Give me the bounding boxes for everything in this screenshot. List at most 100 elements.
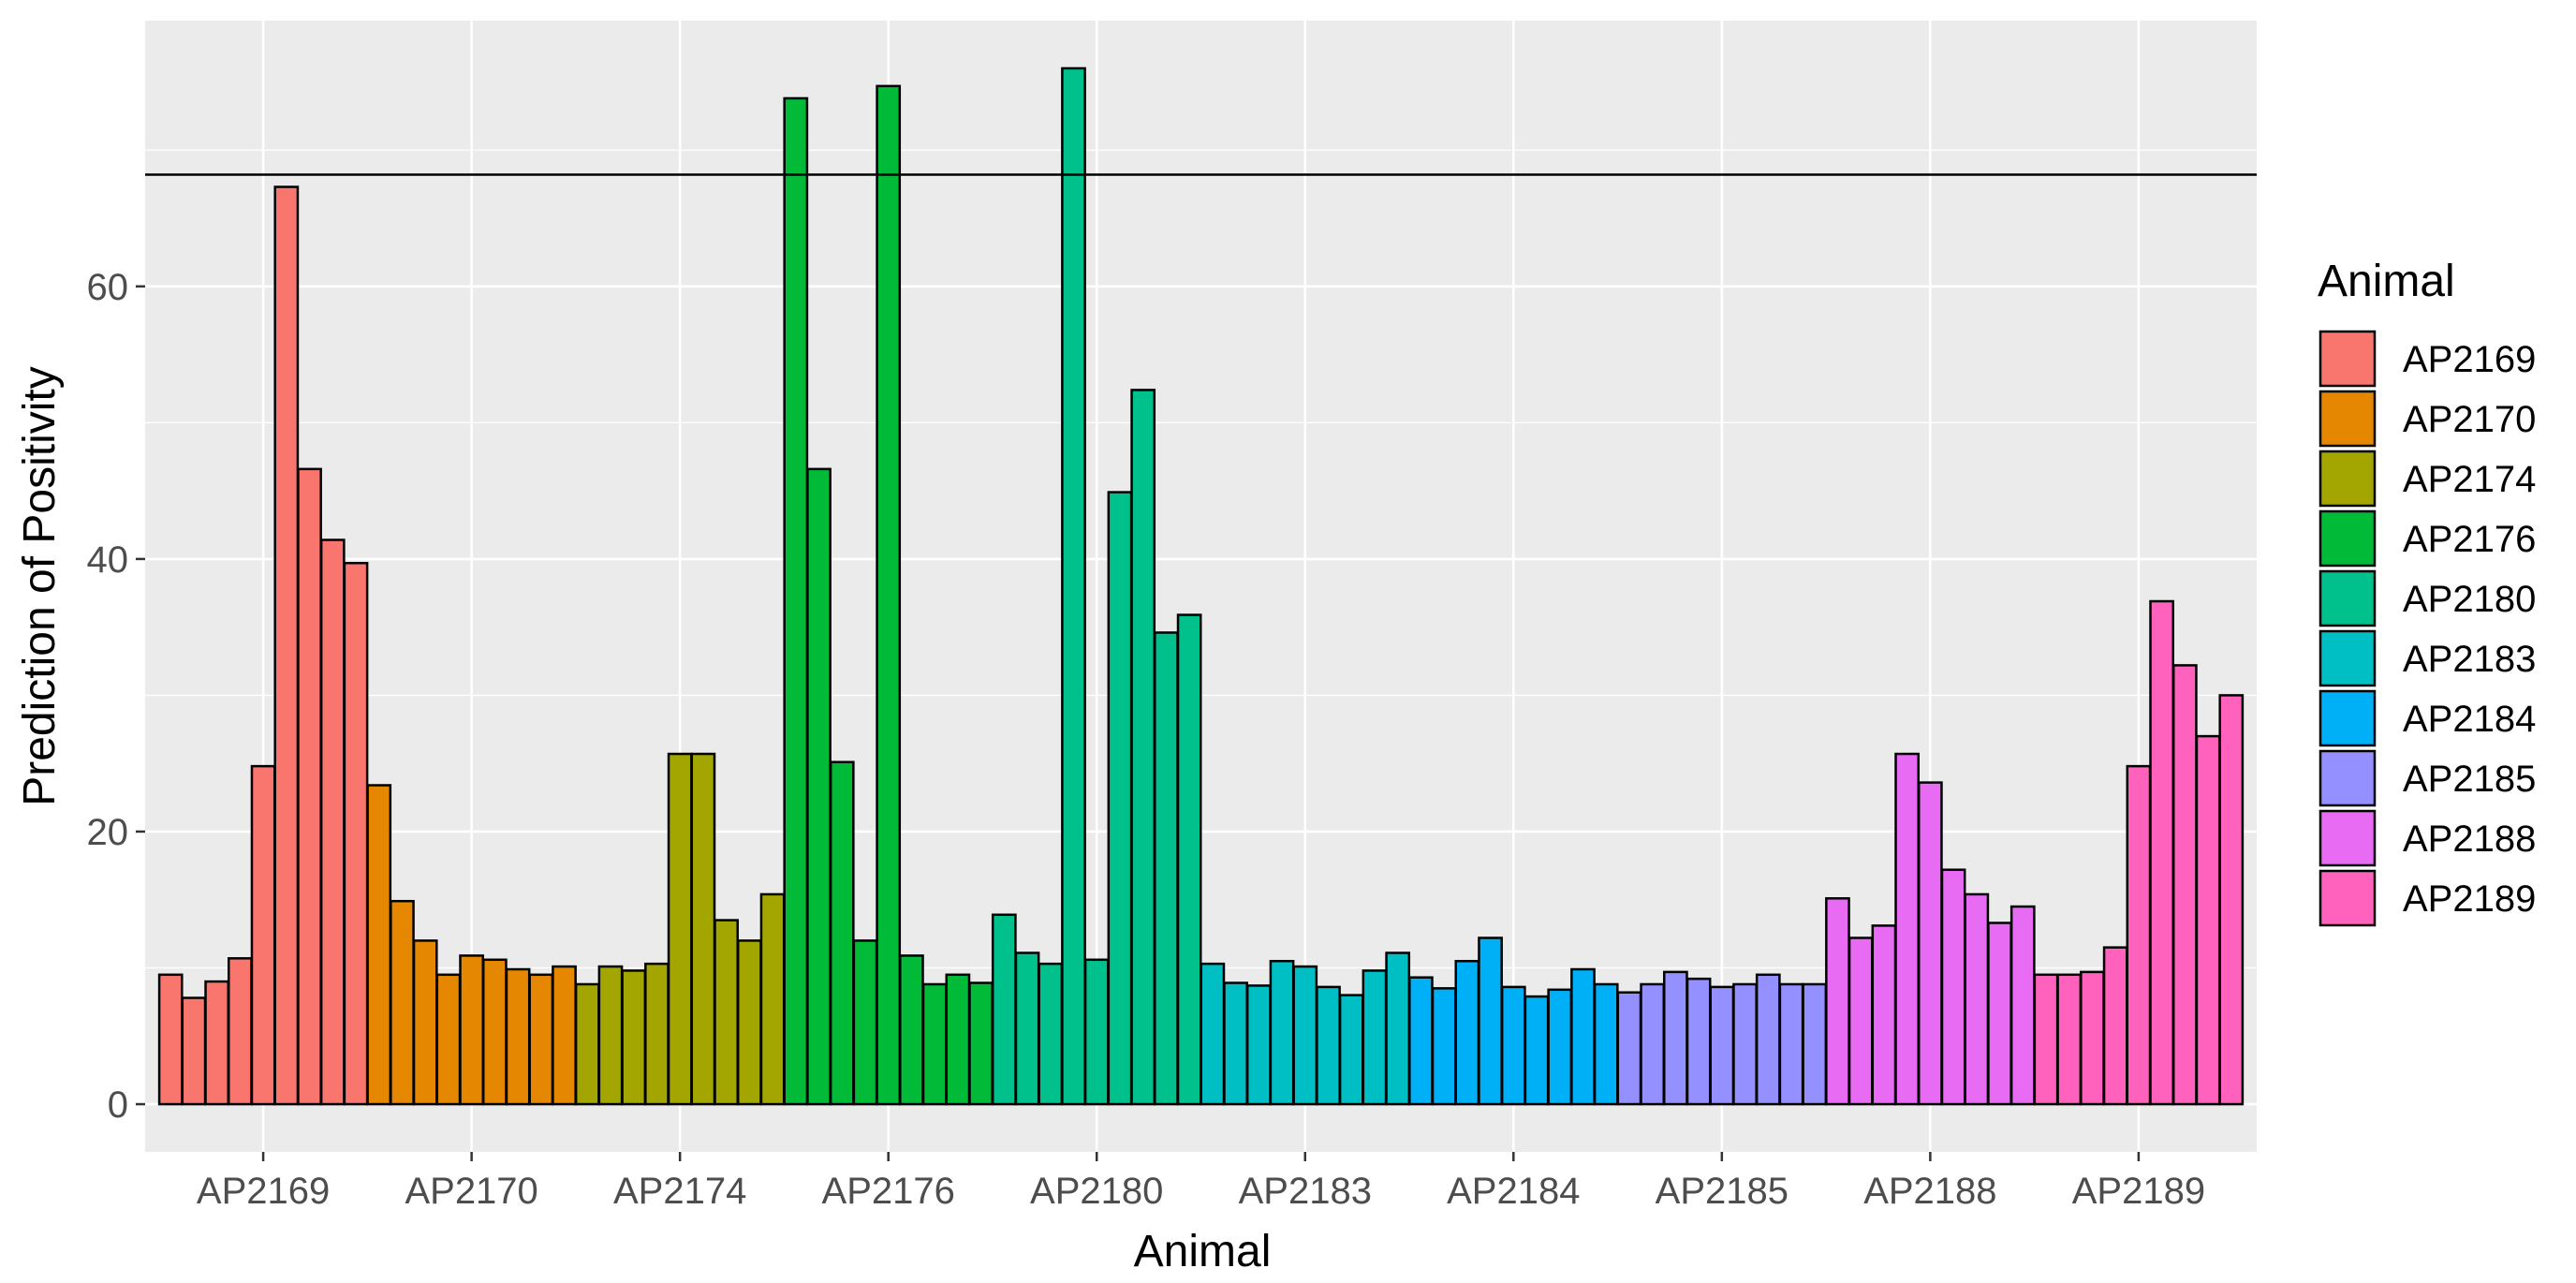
bar bbox=[412, 939, 438, 1106]
bar bbox=[390, 899, 415, 1106]
bar bbox=[1778, 982, 1804, 1106]
bar bbox=[297, 467, 322, 1106]
bar bbox=[2126, 764, 2152, 1106]
bar bbox=[899, 954, 924, 1106]
legend-title: Animal bbox=[2318, 257, 2455, 306]
bar bbox=[505, 967, 531, 1106]
bar bbox=[204, 980, 230, 1106]
legend-key bbox=[2318, 629, 2377, 687]
x-tick-label: AP2176 bbox=[822, 1171, 955, 1212]
bar bbox=[574, 982, 600, 1106]
legend-label: AP2174 bbox=[2403, 459, 2536, 500]
bar bbox=[1940, 868, 1966, 1106]
bar bbox=[1245, 984, 1272, 1106]
bar bbox=[1500, 985, 1526, 1106]
bar bbox=[1269, 959, 1295, 1106]
legend-label: AP2180 bbox=[2403, 579, 2536, 620]
bar bbox=[1154, 631, 1179, 1106]
bar bbox=[2195, 734, 2221, 1106]
legend-key bbox=[2318, 330, 2377, 388]
bar bbox=[1570, 967, 1596, 1106]
y-tick-label: 0 bbox=[108, 1084, 128, 1126]
x-tick-label: AP2188 bbox=[1863, 1171, 1996, 1212]
bar bbox=[481, 958, 508, 1106]
bar bbox=[273, 185, 300, 1106]
bar bbox=[319, 538, 346, 1106]
legend-label: AP2169 bbox=[2403, 339, 2536, 380]
bar bbox=[1292, 965, 1318, 1106]
bar bbox=[1709, 985, 1735, 1106]
y-axis-title: Prediction of Positivity bbox=[15, 366, 65, 806]
bar bbox=[1802, 982, 1828, 1106]
x-axis-title: Animal bbox=[1134, 1227, 1272, 1276]
x-tick-label: AP2185 bbox=[1656, 1171, 1788, 1212]
x-tick-label: AP2183 bbox=[1239, 1171, 1372, 1212]
legend-key bbox=[2318, 869, 2377, 927]
bar bbox=[690, 752, 716, 1106]
legend-key bbox=[2318, 509, 2377, 568]
bar bbox=[528, 973, 554, 1106]
x-tick-label: AP2180 bbox=[1030, 1171, 1163, 1212]
bar bbox=[714, 919, 739, 1106]
bar bbox=[1964, 892, 1990, 1106]
legend-label: AP2188 bbox=[2403, 818, 2536, 860]
bar bbox=[1917, 781, 1943, 1106]
legend-key bbox=[2318, 450, 2377, 508]
bar bbox=[1894, 752, 1921, 1106]
bar bbox=[1431, 987, 1457, 1106]
legend-label: AP2170 bbox=[2403, 399, 2536, 440]
bar bbox=[921, 982, 948, 1106]
bar bbox=[597, 965, 624, 1106]
bar bbox=[852, 939, 878, 1106]
bar bbox=[250, 764, 276, 1106]
bar bbox=[1987, 922, 2012, 1106]
legend-label: AP2185 bbox=[2403, 759, 2536, 800]
bar bbox=[829, 760, 855, 1106]
bar bbox=[1130, 389, 1156, 1106]
bar bbox=[1478, 936, 1503, 1106]
y-tick-label: 20 bbox=[87, 812, 129, 853]
bar bbox=[366, 784, 392, 1106]
bar bbox=[1362, 969, 1388, 1106]
bar bbox=[1732, 982, 1758, 1106]
bar bbox=[228, 957, 253, 1106]
bar bbox=[783, 96, 809, 1106]
bar bbox=[1038, 962, 1064, 1106]
bar bbox=[968, 981, 994, 1106]
bar bbox=[1385, 951, 1411, 1106]
legend-key bbox=[2318, 569, 2377, 627]
bar bbox=[1200, 962, 1226, 1106]
bar bbox=[1014, 951, 1040, 1106]
x-tick-label: AP2170 bbox=[405, 1171, 537, 1212]
legend-label: AP2183 bbox=[2403, 639, 2536, 680]
x-axis: AP2169 AP2170 AP2174 AP2176 AP2180 AP2183 AP21… bbox=[197, 1152, 2205, 1212]
bar bbox=[759, 892, 786, 1106]
bar bbox=[1083, 958, 1110, 1106]
bar bbox=[736, 939, 762, 1106]
bar bbox=[2102, 946, 2128, 1106]
legend-key bbox=[2318, 809, 2377, 867]
bar bbox=[1454, 959, 1480, 1106]
bar bbox=[1640, 982, 1666, 1106]
bar bbox=[435, 973, 462, 1106]
bar bbox=[2009, 905, 2036, 1106]
bar bbox=[1547, 988, 1573, 1106]
bar bbox=[2080, 970, 2105, 1106]
bar bbox=[157, 973, 184, 1106]
bar bbox=[945, 973, 971, 1106]
bar bbox=[343, 562, 369, 1106]
x-tick-label: AP2174 bbox=[613, 1171, 746, 1212]
y-tick-label: 40 bbox=[87, 539, 129, 581]
legend: Animal AP2169 AP2170 AP2174 AP2176 AP2180 AP2… bbox=[2318, 257, 2536, 927]
bar bbox=[2218, 694, 2245, 1106]
bar bbox=[1223, 981, 1248, 1106]
legend-label: AP2184 bbox=[2403, 699, 2536, 740]
bar bbox=[1107, 491, 1133, 1106]
bar bbox=[459, 954, 485, 1106]
bar bbox=[1871, 924, 1897, 1106]
bar bbox=[1685, 977, 1712, 1106]
bar bbox=[806, 467, 832, 1106]
x-tick-label: AP2184 bbox=[1447, 1171, 1580, 1212]
bar bbox=[1755, 973, 1781, 1106]
bar bbox=[552, 965, 577, 1106]
